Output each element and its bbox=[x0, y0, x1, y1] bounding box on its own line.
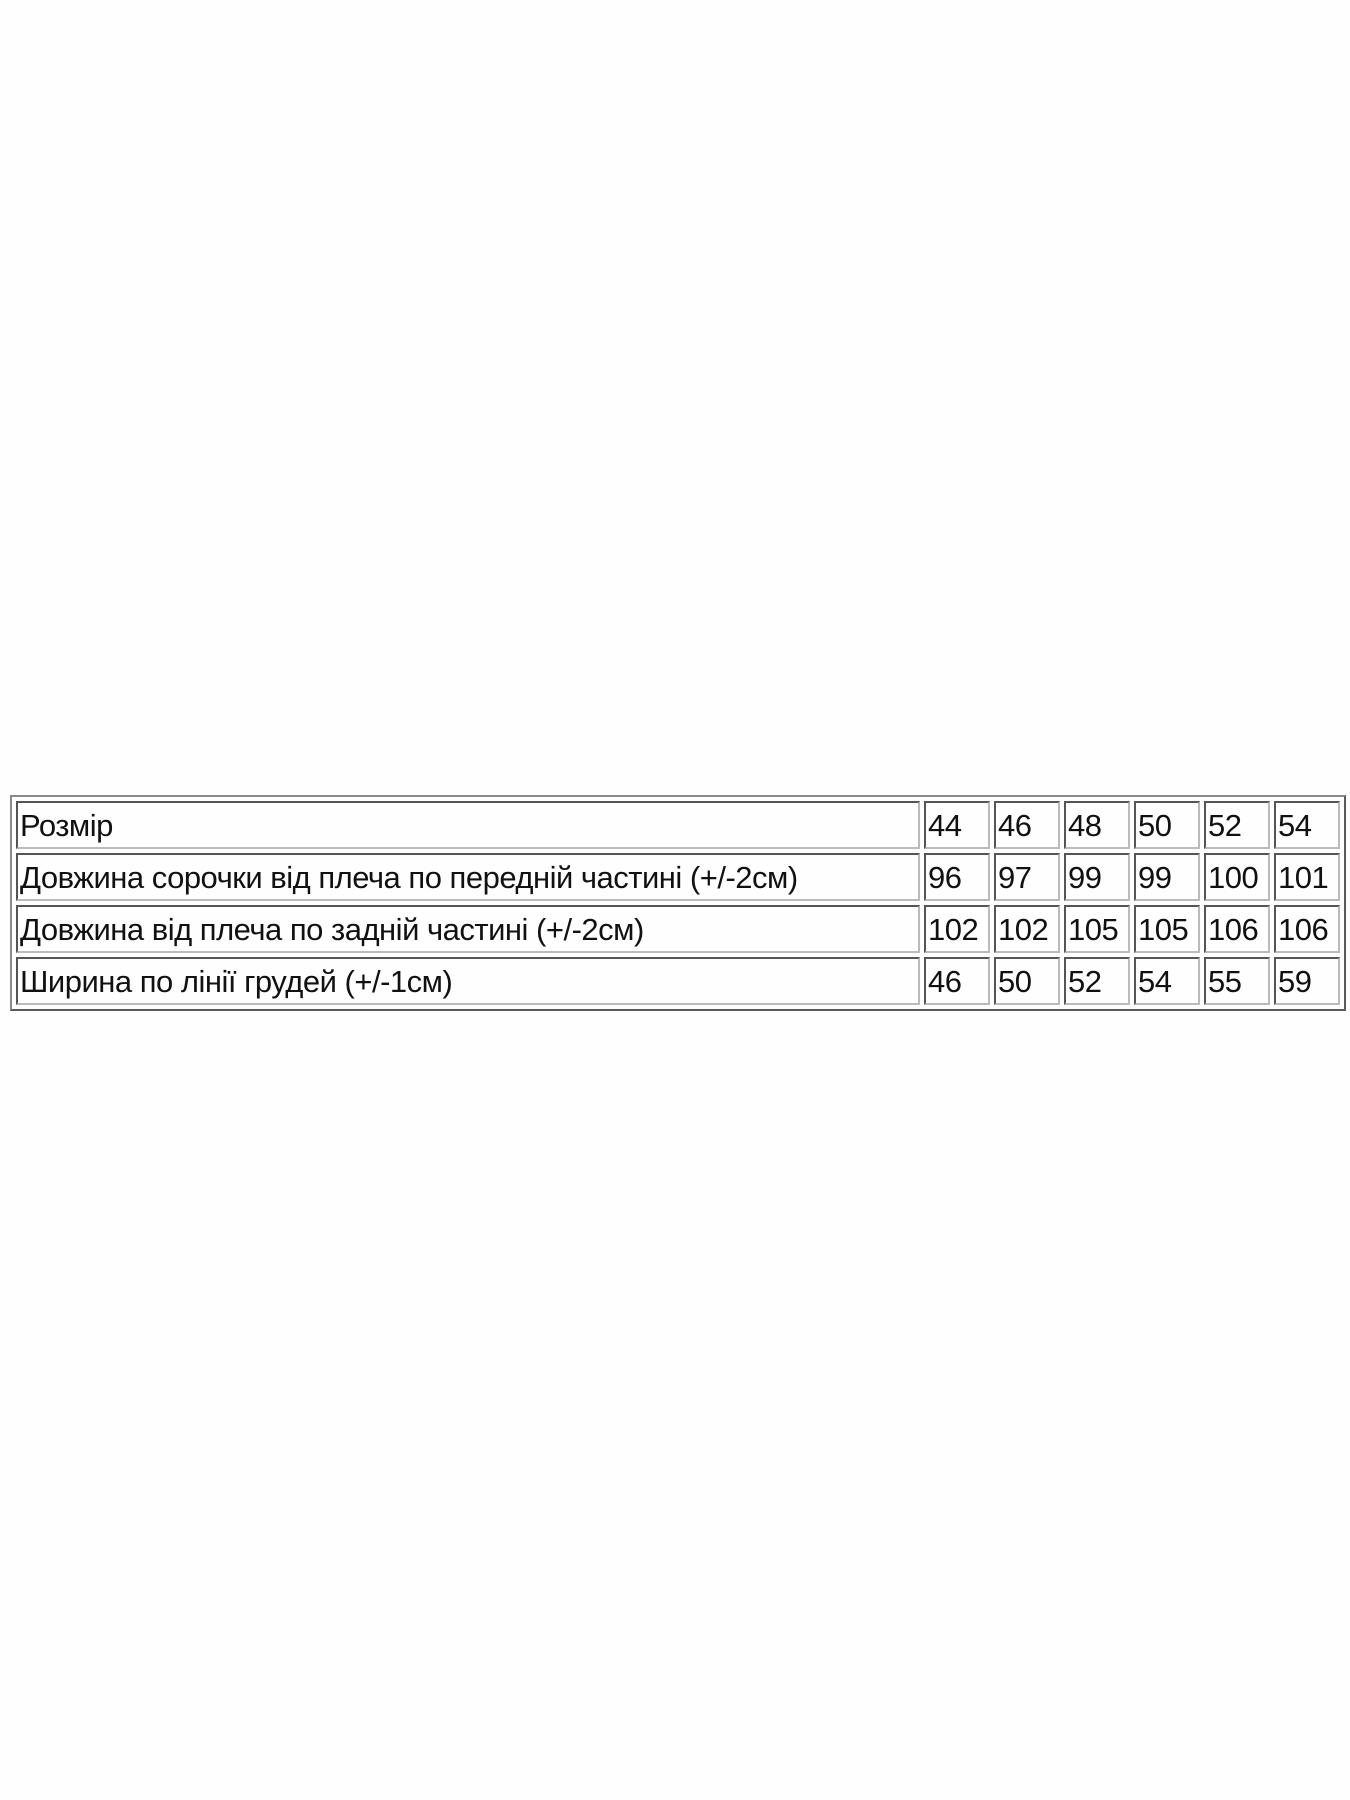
table-cell: 106 bbox=[1204, 905, 1270, 953]
table-cell: 52 bbox=[1064, 957, 1130, 1005]
table-cell: 102 bbox=[994, 905, 1060, 953]
table-cell: 101 bbox=[1274, 853, 1340, 901]
table-cell: 97 bbox=[994, 853, 1060, 901]
table-cell: 46 bbox=[994, 801, 1060, 849]
row-label: Розмір bbox=[16, 801, 920, 849]
table-cell: 48 bbox=[1064, 801, 1130, 849]
table-cell: 99 bbox=[1134, 853, 1200, 901]
table-cell: 105 bbox=[1064, 905, 1130, 953]
table-cell: 50 bbox=[994, 957, 1060, 1005]
table-cell: 54 bbox=[1134, 957, 1200, 1005]
table-cell: 54 bbox=[1274, 801, 1340, 849]
row-label: Довжина від плеча по задній частині (+/-… bbox=[16, 905, 920, 953]
table-cell: 99 bbox=[1064, 853, 1130, 901]
table-cell: 55 bbox=[1204, 957, 1270, 1005]
size-chart-table: Розмір 44 46 48 50 52 54 Довжина сорочки від пл… bbox=[10, 795, 1346, 1011]
size-row: Розмір 44 46 48 50 52 54 bbox=[16, 801, 1340, 849]
back-length-row: Довжина від плеча по задній частині (+/-… bbox=[16, 905, 1340, 953]
table-cell: 105 bbox=[1134, 905, 1200, 953]
front-length-row: Довжина сорочки від плеча по передній ча… bbox=[16, 853, 1340, 901]
table-cell: 46 bbox=[924, 957, 990, 1005]
table-cell: 102 bbox=[924, 905, 990, 953]
table-cell: 44 bbox=[924, 801, 990, 849]
table-cell: 59 bbox=[1274, 957, 1340, 1005]
chest-width-row: Ширина по лінії грудей (+/-1см) 46 50 52 54 5… bbox=[16, 957, 1340, 1005]
table-cell: 106 bbox=[1274, 905, 1340, 953]
table-cell: 50 bbox=[1134, 801, 1200, 849]
table-cell: 52 bbox=[1204, 801, 1270, 849]
row-label: Ширина по лінії грудей (+/-1см) bbox=[16, 957, 920, 1005]
row-label: Довжина сорочки від плеча по передній ча… bbox=[16, 853, 920, 901]
table-cell: 96 bbox=[924, 853, 990, 901]
table-cell: 100 bbox=[1204, 853, 1270, 901]
